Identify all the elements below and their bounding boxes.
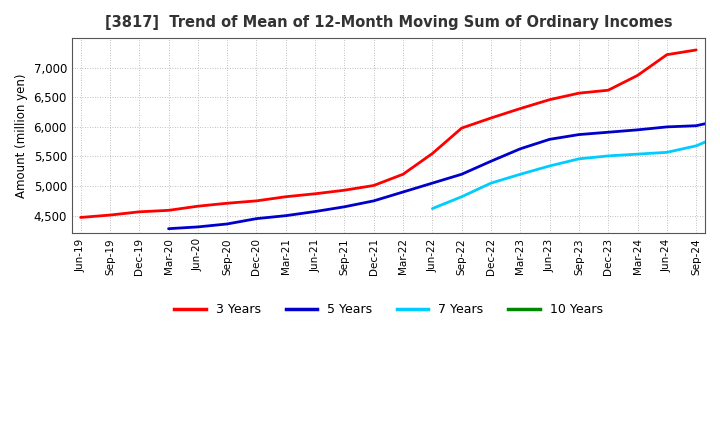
Legend: 3 Years, 5 Years, 7 Years, 10 Years: 3 Years, 5 Years, 7 Years, 10 Years [169, 298, 608, 321]
Title: [3817]  Trend of Mean of 12-Month Moving Sum of Ordinary Incomes: [3817] Trend of Mean of 12-Month Moving … [104, 15, 672, 30]
Y-axis label: Amount (million yen): Amount (million yen) [15, 73, 28, 198]
